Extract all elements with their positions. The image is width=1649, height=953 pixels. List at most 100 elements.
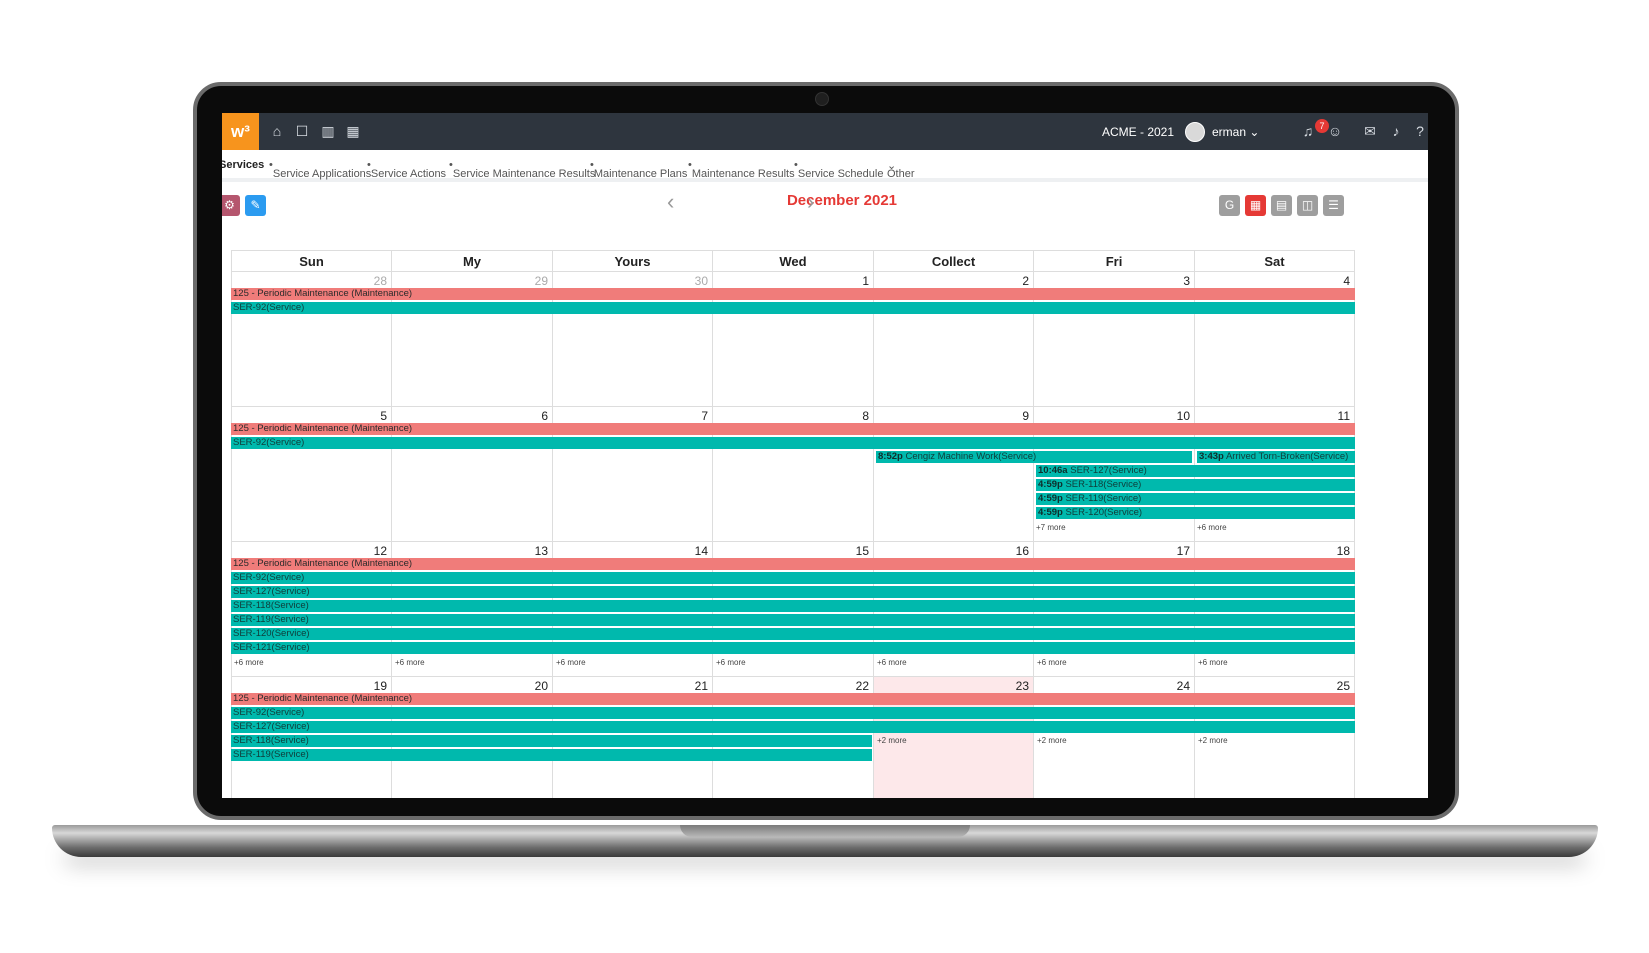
- weekday-header: Sat: [1195, 250, 1355, 272]
- day-cell[interactable]: 4: [1195, 272, 1355, 407]
- nav-service-applications[interactable]: • Service Applications: [269, 159, 372, 180]
- app-logo[interactable]: w³: [222, 113, 259, 150]
- day-cell[interactable]: 22: [713, 677, 874, 798]
- event-service[interactable]: SER-127(Service): [231, 586, 1355, 598]
- day-number: 21: [694, 679, 708, 693]
- more-link[interactable]: +6 more: [1198, 658, 1228, 667]
- more-link[interactable]: +6 more: [1037, 658, 1067, 667]
- month-title: December 2021: [786, 192, 898, 209]
- day-cell[interactable]: 7: [553, 407, 713, 542]
- next-month-button[interactable]: ›: [807, 189, 815, 214]
- headset-icon[interactable]: ♫: [1302, 123, 1314, 139]
- help-icon[interactable]: ?: [1416, 123, 1424, 139]
- nav-maintenance-plans[interactable]: • Maintenance Plans: [590, 159, 688, 180]
- event-service[interactable]: SER-92(Service): [231, 302, 1355, 314]
- day-cell[interactable]: 5: [231, 407, 392, 542]
- organization-name[interactable]: ACME - 2021: [1102, 125, 1175, 139]
- more-link[interactable]: +2 more: [1037, 736, 1067, 745]
- nav-service-maintenance-results[interactable]: • Service Maintenance Results: [449, 159, 596, 180]
- app-screen: w³ ⌂ ☐ ▥ ▦ ACME - 2021 erman ⌄ ♫ ☺ 7 ✉ ♪…: [222, 113, 1428, 798]
- event-service[interactable]: SER-92(Service): [231, 572, 1355, 584]
- day-cell[interactable]: 8: [713, 407, 874, 542]
- event-service[interactable]: 4:59p SER-118(Service): [1036, 479, 1355, 491]
- nav-service-schedule[interactable]: • Service Schedule: [794, 159, 884, 180]
- user-name: erman: [1212, 125, 1247, 139]
- sub-navigation: Services • Service Applications • Servic…: [222, 150, 1428, 182]
- more-link[interactable]: +7 more: [1036, 523, 1066, 532]
- event-service[interactable]: SER-92(Service): [231, 707, 1355, 719]
- event-service[interactable]: SER-118(Service): [231, 735, 872, 747]
- day-number: 18: [1336, 544, 1350, 558]
- chart-icon[interactable]: ▥: [321, 123, 335, 139]
- day-number: 9: [1022, 409, 1029, 423]
- week-view-button[interactable]: ▤: [1271, 195, 1292, 216]
- headset-icon[interactable]: [1200, 123, 1216, 139]
- day-cell[interactable]: 9: [874, 407, 1034, 542]
- event-maintenance[interactable]: 125 - Periodic Maintenance (Maintenance): [231, 288, 1355, 300]
- event-service[interactable]: SER-127(Service): [231, 721, 1355, 733]
- wrench-button[interactable]: ✎: [245, 195, 266, 216]
- day-number: 24: [1176, 679, 1190, 693]
- home-icon[interactable]: ⌂: [272, 123, 282, 139]
- day-number: 8: [862, 409, 869, 423]
- day-cell[interactable]: 1: [713, 272, 874, 407]
- smiley-icon[interactable]: ☺: [1327, 123, 1343, 139]
- bell-icon[interactable]: ♪: [1392, 123, 1400, 139]
- event-service[interactable]: 4:59p SER-120(Service): [1036, 507, 1355, 519]
- nav-services[interactable]: Services: [222, 159, 265, 171]
- calendar-icon[interactable]: ▦: [346, 123, 360, 139]
- event-maintenance[interactable]: 125 - Periodic Maintenance (Maintenance): [231, 558, 1355, 570]
- day-cell[interactable]: 3: [1034, 272, 1195, 407]
- more-link[interactable]: +2 more: [1198, 736, 1228, 745]
- list-view-button[interactable]: ☰: [1323, 195, 1344, 216]
- day-cell[interactable]: 30: [553, 272, 713, 407]
- day-cell[interactable]: 6: [392, 407, 553, 542]
- day-cell[interactable]: 25: [1195, 677, 1355, 798]
- more-link[interactable]: +6 more: [1197, 523, 1227, 532]
- event-service[interactable]: 4:59p SER-119(Service): [1036, 493, 1355, 505]
- event-service[interactable]: SER-119(Service): [231, 749, 872, 761]
- day-number: 5: [380, 409, 387, 423]
- event-service[interactable]: 3:43p Arrived Torn-Broken(Service): [1197, 451, 1355, 463]
- settings-tools-button[interactable]: ⚙: [222, 195, 240, 216]
- apps-icon[interactable]: ☐: [295, 123, 309, 139]
- day-number: 14: [694, 544, 708, 558]
- day-cell[interactable]: 2: [874, 272, 1034, 407]
- more-link[interactable]: +6 more: [877, 658, 907, 667]
- event-service[interactable]: SER-121(Service): [231, 642, 1355, 654]
- google-sync-button[interactable]: G: [1219, 195, 1240, 216]
- chat-icon[interactable]: ✉: [1364, 123, 1376, 139]
- event-service[interactable]: SER-119(Service): [231, 614, 1355, 626]
- event-service[interactable]: SER-120(Service): [231, 628, 1355, 640]
- event-service[interactable]: 10:46a SER-127(Service): [1036, 465, 1355, 477]
- more-link[interactable]: +6 more: [556, 658, 586, 667]
- prev-month-button[interactable]: ‹: [667, 189, 675, 214]
- day-cell[interactable]: 29: [392, 272, 553, 407]
- day-view-button[interactable]: ◫: [1297, 195, 1318, 216]
- weekday-header: My: [392, 250, 553, 272]
- more-link[interactable]: +6 more: [716, 658, 746, 667]
- day-number: 19: [373, 679, 387, 693]
- day-cell[interactable]: 28: [231, 272, 392, 407]
- more-link[interactable]: +2 more: [877, 736, 907, 745]
- nav-other-dropdown[interactable]: Other ⌄: [887, 160, 915, 180]
- more-link[interactable]: +6 more: [234, 658, 264, 667]
- event-service[interactable]: 8:52p Cengiz Machine Work(Service): [876, 451, 1192, 463]
- day-cell[interactable]: 24: [1034, 677, 1195, 798]
- event-maintenance[interactable]: 125 - Periodic Maintenance (Maintenance): [231, 423, 1355, 435]
- weekday-header: Sun: [231, 250, 392, 272]
- day-number: 2: [1022, 274, 1029, 288]
- event-maintenance[interactable]: 125 - Periodic Maintenance (Maintenance): [231, 693, 1355, 705]
- notification-badge: 7: [1315, 119, 1329, 133]
- more-link[interactable]: +6 more: [395, 658, 425, 667]
- month-view-button[interactable]: ▦: [1245, 195, 1266, 216]
- avatar[interactable]: [1185, 122, 1205, 142]
- event-service[interactable]: SER-92(Service): [231, 437, 1355, 449]
- nav-maintenance-results[interactable]: • Maintenance Results: [688, 159, 795, 180]
- nav-service-actions[interactable]: • Service Actions: [367, 159, 447, 180]
- event-service[interactable]: SER-118(Service): [231, 600, 1355, 612]
- user-menu[interactable]: erman ⌄: [1212, 125, 1259, 139]
- chevron-down-icon: ⌄: [1249, 125, 1260, 139]
- day-number: 3: [1183, 274, 1190, 288]
- day-number: 6: [541, 409, 548, 423]
